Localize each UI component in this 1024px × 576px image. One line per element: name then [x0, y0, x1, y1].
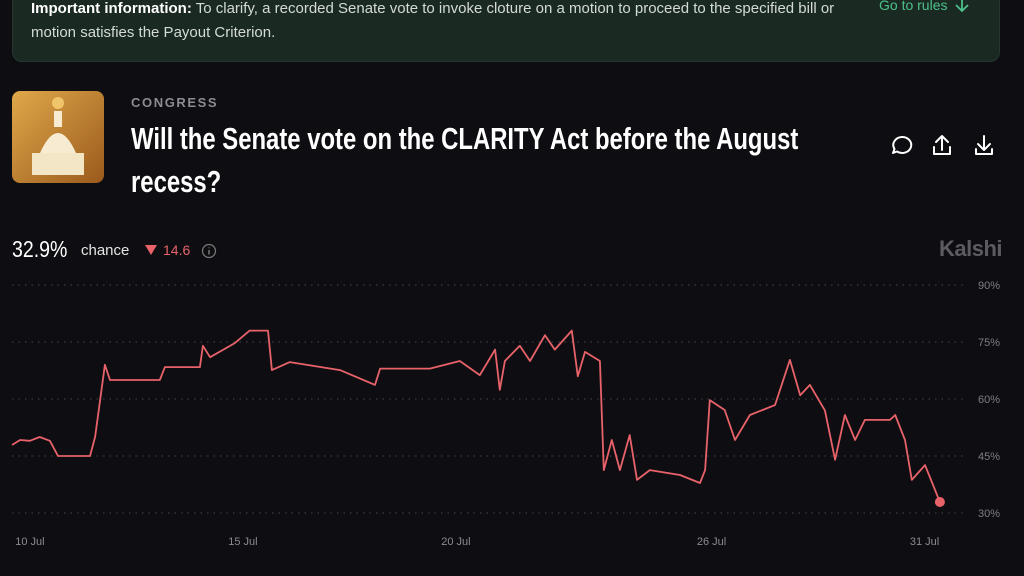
comment-icon[interactable] [892, 135, 913, 154]
y-tick-label: 45% [978, 451, 1000, 463]
action-icons [892, 135, 993, 155]
market-image [12, 91, 104, 183]
x-tick-label: 15 Jul [228, 536, 257, 548]
category: CONGRESS [131, 95, 219, 110]
last-point [934, 496, 945, 507]
x-tick-label: 20 Jul [441, 536, 470, 548]
share-icon[interactable] [933, 135, 951, 155]
down-triangle [145, 245, 157, 255]
x-tick-label: 10 Jul [15, 536, 44, 548]
price-unit: chance [81, 242, 130, 259]
price-line [11, 329, 941, 503]
price: 32.9% [12, 236, 68, 262]
rules-text[interactable]: Go to rules [879, 0, 948, 13]
info-banner: Important information: To clarify, a rec… [12, 0, 1000, 62]
price-change: 14.6 [163, 242, 191, 258]
y-tick-label: 75% [978, 337, 1000, 349]
y-tick-label: 90% [978, 280, 1000, 292]
market-title: Will the Senate vote on the CLARITY Act … [131, 121, 799, 199]
info-icon[interactable] [201, 243, 217, 259]
x-tick-label: 26 Jul [697, 536, 726, 548]
rules-link[interactable]: Go to rules [879, 0, 970, 13]
banner-body: To clarify, a recorded Senate vote to in… [31, 0, 835, 41]
download-icon[interactable] [975, 135, 993, 155]
x-tick-label: 31 Jul [910, 536, 939, 548]
banner-text: Important information: To clarify, a rec… [31, 0, 861, 45]
arrow-icon[interactable] [955, 0, 970, 13]
y-tick-label: 60% [978, 394, 1000, 406]
y-tick-label: 30% [978, 508, 1000, 520]
brand-logo: Kalshi [938, 236, 1003, 261]
banner-label: Important information: [31, 0, 192, 17]
